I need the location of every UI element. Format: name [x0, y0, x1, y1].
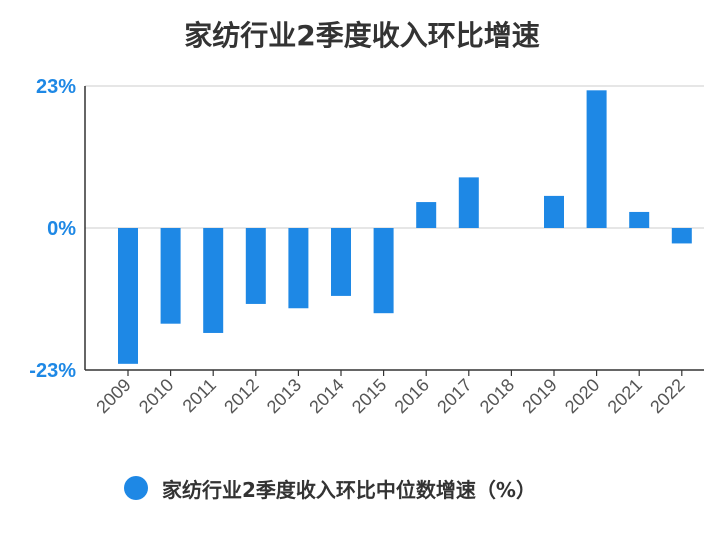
- legend: 家纺行业2季度收入环比中位数增速（%）: [124, 474, 536, 502]
- bar-2013: [288, 228, 309, 309]
- bar-2011: [203, 228, 224, 333]
- y-tick-label: 23%: [36, 76, 76, 98]
- x-tick-label: 2015: [348, 375, 390, 417]
- y-tick-label: -23%: [29, 360, 76, 382]
- x-tick-label: 2018: [476, 375, 518, 417]
- bar-2014: [331, 228, 351, 296]
- bar-2009: [118, 228, 138, 364]
- legend-swatch: [124, 476, 148, 500]
- x-tick-label: 2014: [305, 375, 347, 417]
- x-tick-label: 2009: [92, 375, 134, 417]
- x-tick-label: 2013: [263, 375, 305, 417]
- chart-title: 家纺行业2季度收入环比增速: [184, 19, 540, 52]
- bar-2012: [245, 228, 266, 304]
- x-tick-label: 2019: [518, 375, 560, 417]
- x-tick-label: 2010: [135, 375, 177, 417]
- bar-2016: [416, 202, 437, 228]
- grid-layer: [85, 85, 704, 229]
- x-tick-label: 2011: [179, 375, 221, 417]
- legend-label: 家纺行业2季度收入环比中位数增速（%）: [162, 477, 536, 502]
- bar-2019: [544, 195, 564, 228]
- y-tick-label: 0%: [47, 218, 76, 240]
- x-tick-label: 2021: [604, 375, 646, 417]
- x-tick-label: 2020: [561, 375, 603, 417]
- axis-layer: [84, 86, 704, 376]
- x-tick-label: 2012: [220, 375, 262, 417]
- bar-2015: [373, 228, 394, 314]
- x-tick-label: 2017: [433, 375, 475, 417]
- bar-2020: [586, 90, 607, 228]
- bars-layer: [118, 90, 692, 364]
- bar-2017: [458, 177, 479, 228]
- x-tick-label: 2016: [391, 375, 433, 417]
- bar-2010: [160, 228, 181, 324]
- bar-2022: [671, 228, 692, 244]
- bar-2021: [629, 211, 650, 228]
- x-tick-label: 2022: [646, 375, 688, 417]
